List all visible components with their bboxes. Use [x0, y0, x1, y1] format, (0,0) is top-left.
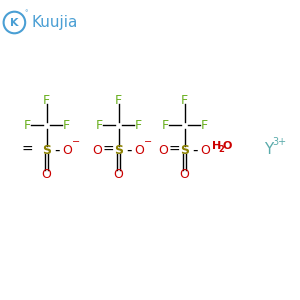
- Text: F: F: [115, 94, 122, 107]
- Text: F: F: [134, 119, 142, 132]
- Text: F: F: [95, 119, 103, 132]
- Text: O: O: [135, 143, 144, 157]
- Text: 2: 2: [219, 145, 225, 154]
- Text: -: -: [126, 142, 132, 158]
- Text: O: O: [159, 143, 168, 157]
- Text: F: F: [161, 119, 169, 132]
- Text: F: F: [200, 119, 208, 132]
- Text: H: H: [212, 141, 221, 152]
- Text: =: =: [102, 143, 114, 157]
- Text: O: O: [93, 143, 102, 157]
- Text: =: =: [21, 143, 33, 157]
- Text: F: F: [43, 94, 50, 107]
- Text: −: −: [72, 137, 80, 148]
- Text: O: O: [222, 141, 232, 152]
- Text: -: -: [54, 142, 60, 158]
- Text: O: O: [63, 143, 72, 157]
- Text: O: O: [180, 167, 189, 181]
- Text: O: O: [201, 143, 210, 157]
- Text: O: O: [114, 167, 123, 181]
- Text: O: O: [42, 167, 51, 181]
- Text: S: S: [114, 143, 123, 157]
- Text: K: K: [10, 17, 19, 28]
- Text: 3+: 3+: [272, 136, 286, 147]
- Text: F: F: [181, 94, 188, 107]
- Text: Y: Y: [264, 142, 273, 158]
- Text: −: −: [144, 137, 152, 148]
- Text: °: °: [25, 11, 28, 16]
- Text: -: -: [192, 142, 198, 158]
- Text: Kuujia: Kuujia: [32, 15, 78, 30]
- Text: =: =: [168, 143, 180, 157]
- Text: F: F: [62, 119, 70, 132]
- Text: S: S: [180, 143, 189, 157]
- Text: F: F: [23, 119, 31, 132]
- Text: S: S: [42, 143, 51, 157]
